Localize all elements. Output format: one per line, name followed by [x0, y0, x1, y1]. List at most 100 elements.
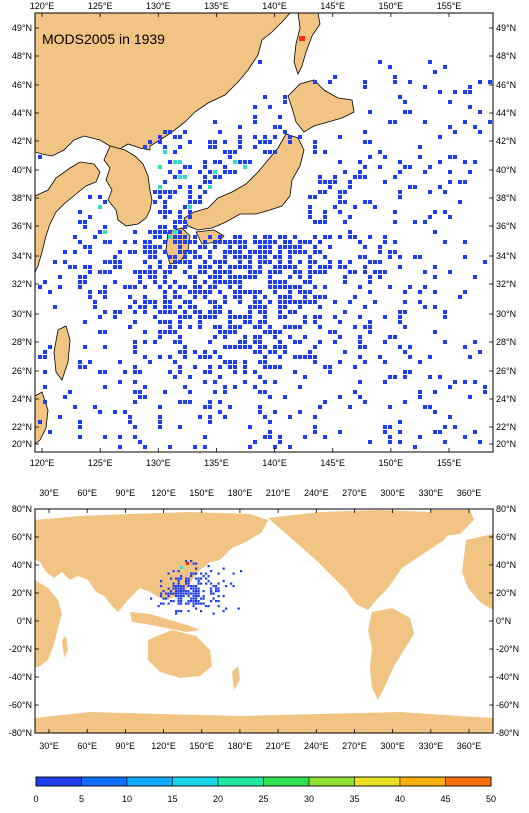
obs-cell [403, 310, 407, 314]
lon-label: 150°E [379, 458, 404, 468]
obs-cell [208, 355, 212, 359]
lat-label: 0°N [496, 616, 511, 626]
obs-cell [313, 140, 317, 144]
obs-cell [148, 240, 152, 244]
obs-cell [223, 150, 227, 154]
obs-cell [180, 590, 183, 593]
obs-cell [187, 592, 190, 595]
obs-cell [178, 340, 182, 344]
obs-cell [388, 405, 392, 409]
obs-cell [113, 280, 117, 284]
obs-cell [163, 145, 167, 149]
obs-cell [433, 70, 437, 74]
obs-cell [165, 592, 168, 595]
obs-cell [353, 390, 357, 394]
obs-cell [133, 285, 137, 289]
obs-cell [178, 210, 182, 214]
obs-cell [158, 225, 162, 229]
obs-cell [268, 365, 272, 369]
obs-cell [93, 300, 97, 304]
obs-cell [468, 90, 472, 94]
obs-cell [473, 380, 477, 384]
obs-cell [160, 592, 163, 595]
obs-cell [183, 130, 187, 134]
obs-cell [103, 330, 107, 334]
obs-cell [160, 602, 163, 605]
obs-cell [263, 345, 267, 349]
lon-label: 60°E [77, 741, 97, 751]
obs-cell [333, 175, 337, 179]
obs-cell [162, 597, 165, 600]
obs-cell [143, 355, 147, 359]
obs-cell [143, 340, 147, 344]
obs-cell [323, 150, 327, 154]
obs-cell [428, 405, 432, 409]
obs-cell [268, 300, 272, 304]
lat-label: 80°N [12, 504, 32, 514]
obs-cell [133, 300, 137, 304]
lat-label: 22°N [12, 422, 32, 432]
obs-cell [48, 430, 52, 434]
lat-label: -60°N [9, 700, 32, 710]
obs-cell [188, 375, 192, 379]
obs-cell [202, 590, 205, 593]
lon-label: 120°E [30, 1, 55, 11]
obs-cell [298, 340, 302, 344]
obs-cell [73, 265, 77, 269]
obs-cell [193, 200, 197, 204]
obs-cell [388, 65, 392, 69]
obs-cell [168, 445, 172, 449]
obs-cell [293, 300, 297, 304]
obs-cell [103, 285, 107, 289]
obs-cell [358, 170, 362, 174]
obs-cell [228, 270, 232, 274]
obs-cell [388, 255, 392, 259]
obs-cell [177, 592, 180, 595]
obs-cell [113, 260, 117, 264]
obs-cell [58, 285, 62, 289]
obs-cell [78, 275, 82, 279]
obs-cell [103, 290, 107, 294]
obs-cell [78, 285, 82, 289]
obs-cell [213, 310, 217, 314]
obs-cell [433, 210, 437, 214]
obs-cell [192, 572, 195, 575]
obs-cell [403, 375, 407, 379]
obs-cell [298, 325, 302, 329]
obs-cell [173, 330, 177, 334]
obs-cell [383, 380, 387, 384]
obs-cell [113, 315, 117, 319]
obs-cell [222, 580, 225, 583]
obs-cell [195, 597, 198, 600]
lat-label: 80°N [496, 504, 516, 514]
obs-cell [198, 265, 202, 269]
obs-cell [192, 595, 195, 598]
obs-cell [208, 235, 212, 239]
obs-cell [358, 175, 362, 179]
obs-cell [278, 265, 282, 269]
obs-cell [338, 265, 342, 269]
map-title: MODS2005 in 1939 [42, 31, 165, 47]
obs-cell [263, 365, 267, 369]
obs-cell [213, 245, 217, 249]
obs-cell [388, 425, 392, 429]
obs-cell [293, 370, 297, 374]
obs-cell [408, 285, 412, 289]
obs-cell [148, 300, 152, 304]
obs-cell [173, 160, 177, 164]
obs-cell [258, 250, 262, 254]
obs-cell [148, 140, 152, 144]
obs-cell [278, 255, 282, 259]
obs-cell [188, 200, 192, 204]
obs-cell [438, 90, 442, 94]
obs-cell [188, 215, 192, 219]
obs-cell [283, 350, 287, 354]
obs-cell [463, 160, 467, 164]
obs-cell [363, 270, 367, 274]
obs-cell [98, 330, 102, 334]
obs-cell [308, 240, 312, 244]
obs-cell [253, 105, 257, 109]
obs-cell [238, 140, 242, 144]
obs-cell [303, 240, 307, 244]
honshu-island [183, 133, 305, 231]
